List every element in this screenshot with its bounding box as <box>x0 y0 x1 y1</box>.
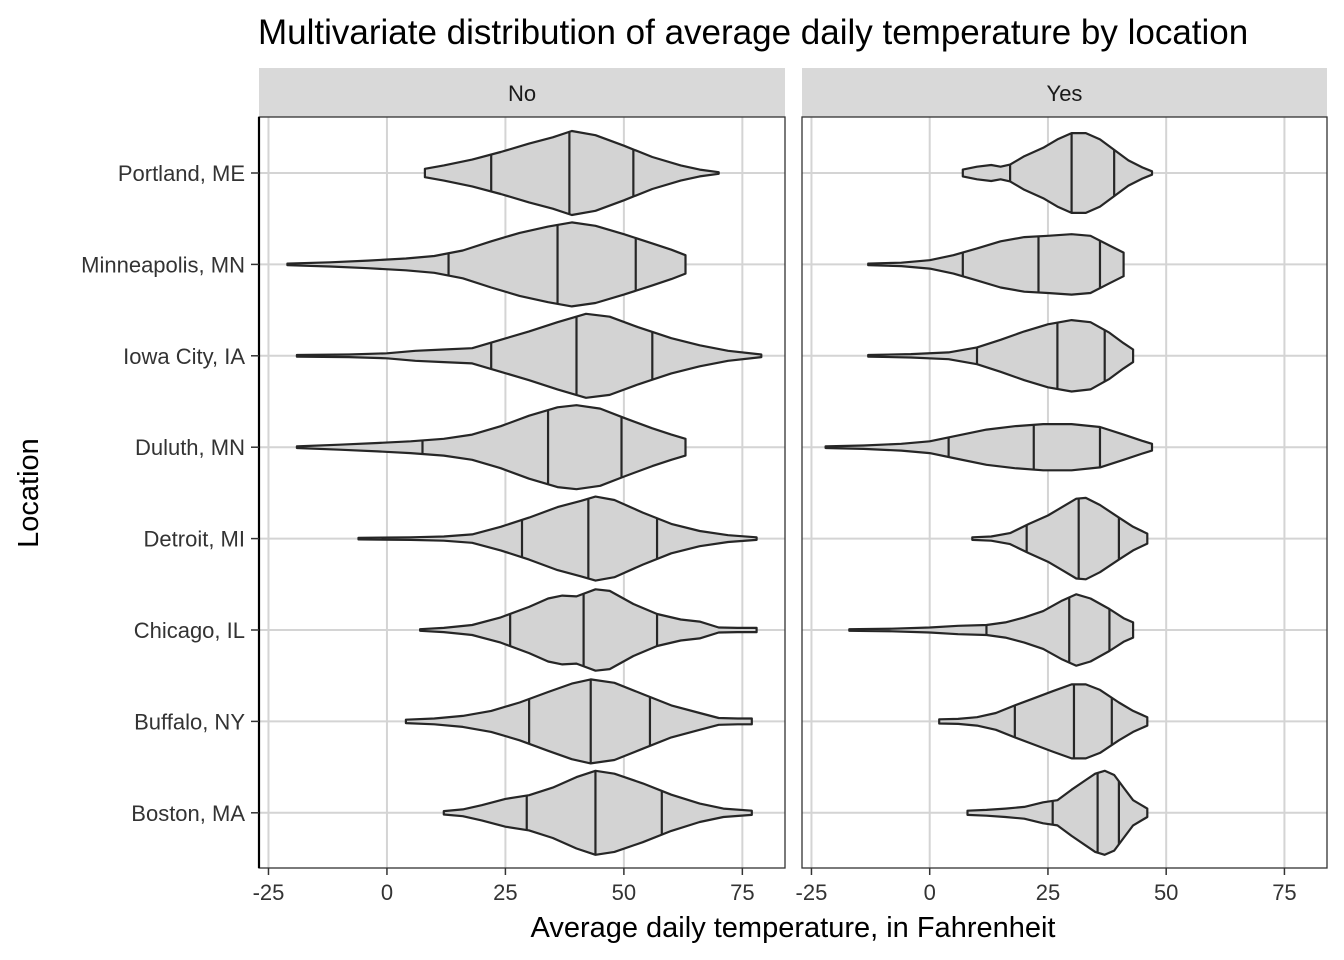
violin-boston-ma <box>966 769 1149 856</box>
y-tick-label: Detroit, MI <box>144 527 245 552</box>
x-tick-label: 0 <box>924 880 936 905</box>
facet-strip-label: Yes <box>1047 81 1083 106</box>
violin-shape <box>423 129 720 217</box>
violin-shape <box>442 769 753 856</box>
panel-border <box>801 116 1328 869</box>
x-tick-label: 75 <box>1272 880 1296 905</box>
facet-panel-yes: Yes -25 0 25 50 75 <box>796 68 1328 905</box>
violin-shape <box>404 678 753 765</box>
violin-portland-me <box>423 129 720 217</box>
violin-shape <box>971 496 1149 581</box>
facet-strip-label: No <box>508 81 536 106</box>
violin-shape <box>286 221 687 308</box>
violin-shape <box>938 683 1149 760</box>
violin-shape <box>867 233 1125 296</box>
violin-buffalo-ny <box>404 678 753 765</box>
plot-area: No -25 0 25 50 75 Yes -25 0 25 50 75 Portland, ME Min… <box>81 68 1328 905</box>
y-tick-label: Duluth, MN <box>135 435 245 460</box>
y-tick-label: Iowa City, IA <box>123 344 245 369</box>
panel-background <box>259 117 785 868</box>
violin-minneapolis-mn <box>867 233 1125 296</box>
facet-strip <box>802 68 1327 117</box>
facet-panel-no: No -25 0 25 50 75 <box>253 68 786 905</box>
violin-shape <box>824 423 1154 472</box>
violin-portland-me <box>961 132 1154 214</box>
y-tick-label: Minneapolis, MN <box>81 252 245 277</box>
x-tick-label: 75 <box>730 880 754 905</box>
violin-iowa-city-ia <box>867 319 1135 393</box>
violin-iowa-city-ia <box>295 312 763 399</box>
x-tick-label: 25 <box>493 880 517 905</box>
violin-duluth-mn <box>824 423 1154 472</box>
x-tick-label: 50 <box>612 880 636 905</box>
x-axis-title: Average daily temperature, in Fahrenheit <box>531 912 1056 944</box>
violin-detroit-mi <box>971 496 1149 581</box>
x-tick-label: 0 <box>381 880 393 905</box>
violin-boston-ma <box>442 769 753 856</box>
violin-buffalo-ny <box>938 683 1149 760</box>
x-tick-label: -25 <box>796 880 828 905</box>
x-tick-label: -25 <box>253 880 285 905</box>
y-axis-title: Location <box>13 438 45 548</box>
y-tick-label: Boston, MA <box>131 801 245 826</box>
violin-shape <box>295 404 687 491</box>
x-tick-label: 25 <box>1036 880 1060 905</box>
violin-minneapolis-mn <box>286 221 687 308</box>
chart-title: Multivariate distribution of average dai… <box>258 13 1248 52</box>
y-tick-label: Buffalo, NY <box>134 709 245 734</box>
violin-shape <box>848 593 1135 667</box>
x-tick-label: 50 <box>1154 880 1178 905</box>
y-tick-label: Chicago, IL <box>134 618 245 643</box>
y-tick-label: Portland, ME <box>118 161 245 186</box>
violin-duluth-mn <box>295 404 687 491</box>
violin-shape <box>419 588 758 672</box>
facet-strip <box>259 68 785 117</box>
violin-shape <box>295 312 763 399</box>
violin-shape <box>357 495 758 582</box>
violin-chicago-il <box>848 593 1135 667</box>
violin-detroit-mi <box>357 495 758 582</box>
violin-chicago-il <box>419 588 758 672</box>
